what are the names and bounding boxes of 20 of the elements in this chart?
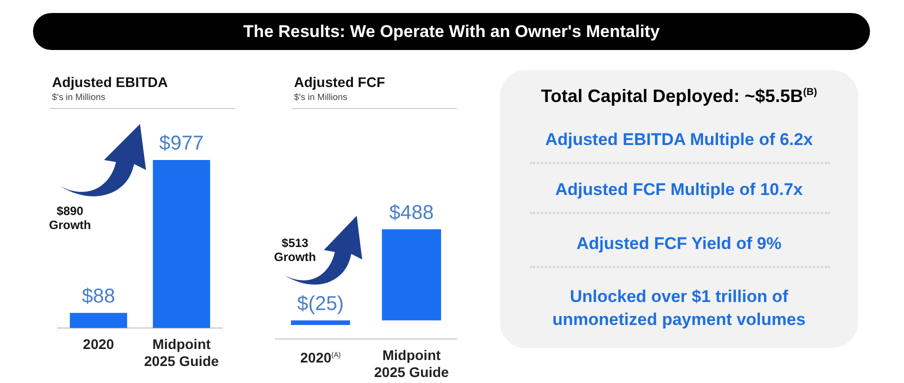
text: Unlocked over $1 trillion of unmonetized payment volumes	[551, 286, 807, 331]
data-label: $88	[82, 285, 116, 308]
text: Adjusted EBITDA Multiple of 6.2x	[544, 129, 814, 151]
chart-subtitle: $'s in Millions	[294, 92, 348, 102]
data-label: $(25)	[297, 292, 344, 315]
text: Adjusted FCF Multiple of 10.7x	[554, 179, 804, 201]
x-tick-label: Midpoint 2025 Guide	[373, 347, 450, 381]
x-tick-label: 2020$^{(A)}$	[299, 348, 342, 367]
chart-title: Adjusted EBITDA	[52, 74, 168, 90]
text: The Results: We Operate With an Owner's Mentality	[33, 13, 870, 50]
x-tick-label: Midpoint 2025 Guide	[143, 336, 220, 370]
chart-subtitle: $'s in Millions	[52, 92, 106, 102]
data-label: $488	[389, 202, 434, 224]
text: Adjusted FCF Yield of 9%	[576, 233, 782, 255]
annotation: $890 Growth	[48, 204, 92, 232]
text: Total Capital Deployed: ~$5.5B$^{(B)}$	[540, 86, 818, 107]
data-label: $977	[159, 132, 204, 154]
annotation: $513 Growth	[273, 236, 317, 264]
x-tick-label: 2020	[82, 336, 116, 353]
chart-title: Adjusted FCF	[294, 74, 385, 90]
